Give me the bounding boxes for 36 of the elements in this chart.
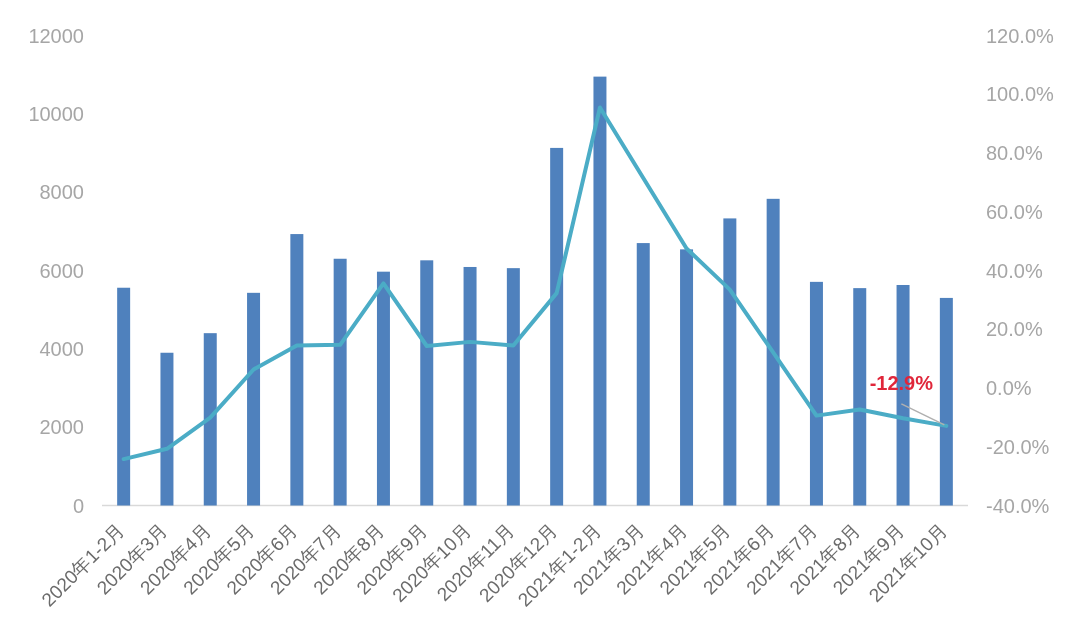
bar xyxy=(290,234,304,506)
bar xyxy=(203,333,217,506)
y2-tick-label: 60.0% xyxy=(986,200,1043,223)
y-tick-label: 6000 xyxy=(39,259,84,282)
bar xyxy=(333,258,347,506)
y2-tick-label: -20.0% xyxy=(986,435,1050,458)
y-tick-label: 10000 xyxy=(28,102,84,125)
line-series xyxy=(121,105,949,462)
bar xyxy=(247,292,261,506)
bar xyxy=(723,218,737,506)
bar xyxy=(593,76,607,506)
y2-tick-label: -40.0% xyxy=(986,494,1050,517)
y2-tick-label: 80.0% xyxy=(986,142,1043,164)
bar xyxy=(939,297,953,506)
y2-tick-label: 100.0% xyxy=(986,83,1055,106)
y2-tick-label: 0.0% xyxy=(986,377,1032,399)
bar xyxy=(636,243,650,506)
bar xyxy=(766,198,780,506)
y2-tick-label: 40.0% xyxy=(986,259,1043,282)
bar xyxy=(853,288,867,506)
bar xyxy=(809,281,823,506)
y-tick-label: 0 xyxy=(72,494,84,517)
y-tick-label: 2000 xyxy=(39,416,84,439)
bar xyxy=(160,352,174,506)
bar xyxy=(117,287,131,506)
bar xyxy=(376,271,390,506)
bar xyxy=(420,260,434,506)
y2-tick-label: 20.0% xyxy=(986,318,1043,341)
bar xyxy=(506,268,520,506)
y-tick-label: 8000 xyxy=(39,181,84,204)
y-tick-label: 4000 xyxy=(39,337,84,360)
bar xyxy=(550,147,564,506)
y2-tick-label: 120.0% xyxy=(986,24,1055,47)
y-tick-label: 12000 xyxy=(28,24,84,47)
bar xyxy=(680,249,694,506)
bar xyxy=(463,266,477,506)
